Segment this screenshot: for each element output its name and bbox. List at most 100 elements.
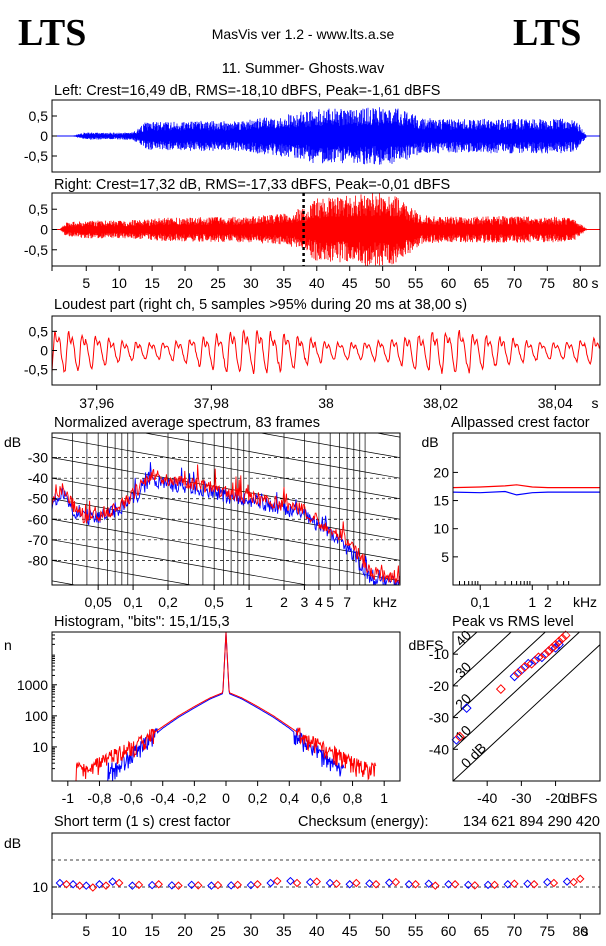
peakrms-point xyxy=(554,636,564,647)
shortcrest-point xyxy=(384,878,394,887)
y-tick-label: 1000 xyxy=(17,677,48,693)
spectrum-slope xyxy=(52,314,400,376)
shortcrest-point xyxy=(391,877,401,887)
y-tick-label: -60 xyxy=(28,511,48,527)
x-tick-label: 0,1 xyxy=(123,594,143,610)
peakrms-point xyxy=(543,646,554,656)
x-tick-label: 40 xyxy=(309,275,325,291)
y-tick-label: -10 xyxy=(429,646,449,662)
y-tick-label: 0 xyxy=(40,128,48,144)
x-tick-label: 20 xyxy=(177,275,193,291)
peakrms-diagonal xyxy=(453,632,546,718)
shortcrest-point xyxy=(193,881,203,890)
x-tick-label: 37,96 xyxy=(79,395,114,411)
left_waveform-series xyxy=(52,107,600,165)
y-tick-label: 0,5 xyxy=(29,108,49,124)
shortcrest-point xyxy=(134,880,144,890)
shortcrest-point xyxy=(450,880,460,889)
x-tick-label: 20 xyxy=(177,923,193,939)
shortcrest-point xyxy=(187,880,196,890)
x-tick-label: 5 xyxy=(82,275,90,291)
y-tick-label: -20 xyxy=(429,678,449,694)
y-tick-label: -40 xyxy=(429,741,449,757)
peakrms-point xyxy=(533,652,544,663)
crest-frame xyxy=(452,432,601,586)
x-tick-label: 5 xyxy=(326,594,334,610)
x-tick-label: 25 xyxy=(210,275,226,291)
spectrum-slope xyxy=(52,643,400,705)
x-tick-label: 5 xyxy=(82,923,90,939)
spectrum-slope xyxy=(52,477,400,541)
y-tick-label: -70 xyxy=(28,532,48,548)
shortcrest-point xyxy=(365,879,374,888)
shortcrest-point xyxy=(128,881,137,890)
y-tick-label: 0,5 xyxy=(29,323,49,339)
peakrms-point xyxy=(550,639,561,650)
x-tick-label: 45 xyxy=(342,275,358,291)
x-tick-label: 1 xyxy=(380,790,388,806)
peakrms-point xyxy=(550,642,561,653)
shortcrest-point xyxy=(95,880,104,889)
shortcrest-point xyxy=(503,880,513,889)
spectrum-series-right xyxy=(52,464,400,584)
y-tick-label: 10 xyxy=(433,521,449,537)
histogram-series-left xyxy=(107,632,345,781)
peakrms-point xyxy=(560,630,571,641)
y-tick-label: -80 xyxy=(28,552,48,568)
shortcrest-point xyxy=(404,880,414,889)
spectrum-slope xyxy=(52,684,400,746)
spectrum-slope xyxy=(258,433,400,458)
shortcrest-point xyxy=(332,879,341,889)
loudest-title: Loudest part (right ch, 5 samples >95% d… xyxy=(54,297,467,313)
y-tick-label: 20 xyxy=(433,464,449,480)
shortcrest-point xyxy=(444,880,453,889)
shortcrest-y-label: dB xyxy=(4,835,21,851)
spectrum-slope xyxy=(52,663,400,725)
crest-x-unit: kHz xyxy=(573,594,597,610)
y-tick-label: -40 xyxy=(28,470,48,486)
peakrms-frame xyxy=(452,631,601,782)
y-tick-label: -30 xyxy=(28,450,48,466)
x-tick-label: 30 xyxy=(243,275,259,291)
x-tick-label: 4 xyxy=(315,594,323,610)
shortcrest-point xyxy=(569,877,578,887)
shortcrest-point xyxy=(470,881,480,890)
peakrms-diagonal xyxy=(453,632,512,687)
charts-layer: Left: Crest=16,49 dB, RMS=-18,10 dBFS, P… xyxy=(4,83,601,939)
y-tick-label: 0,5 xyxy=(29,201,49,217)
x-tick-label: 55 xyxy=(408,923,424,939)
y-tick-label: -0,5 xyxy=(24,362,48,378)
x-tick-label: 60 xyxy=(441,923,457,939)
x-tick-label: 55 xyxy=(408,275,424,291)
x-tick-label: -30 xyxy=(511,790,531,806)
shortcrest-point xyxy=(483,880,493,890)
x-tick-label: 0,5 xyxy=(204,594,224,610)
crest-series-right xyxy=(452,484,600,489)
y-tick-label: -0,5 xyxy=(24,242,48,258)
shortcrest-point xyxy=(273,876,282,886)
checksum-label: Checksum (energy): xyxy=(298,814,429,830)
x-tick-label: 60 xyxy=(441,275,457,291)
x-tick-label: 10 xyxy=(111,275,127,291)
shortcrest-point xyxy=(464,880,473,890)
shortcrest-point xyxy=(108,877,117,886)
x-tick-label: 80 xyxy=(572,275,588,291)
x-tick-label: 70 xyxy=(507,923,523,939)
shortcrest-point xyxy=(226,881,236,890)
shortcrest-point xyxy=(75,881,84,890)
x-tick-label: 0,2 xyxy=(248,790,268,806)
x-tick-label: 0,2 xyxy=(158,594,178,610)
peakrms-title: Peak vs RMS level xyxy=(452,614,574,630)
shortcrest-x-unit: s xyxy=(582,923,589,939)
x-tick-label: 7 xyxy=(343,594,351,610)
right_waveform-title: Right: Crest=17,32 dB, RMS=-17,33 dBFS, … xyxy=(54,177,450,193)
shortcrest-point xyxy=(167,881,177,890)
peakrms-point xyxy=(523,658,534,669)
shortcrest-point xyxy=(529,880,539,889)
shortcrest-point xyxy=(62,880,71,889)
y-tick-label: 100 xyxy=(25,708,49,724)
x-tick-label: 25 xyxy=(210,923,226,939)
left_waveform-title: Left: Crest=16,49 dB, RMS=-18,10 dBFS, P… xyxy=(54,83,440,99)
x-tick-label: 70 xyxy=(507,275,523,291)
peakrms-point xyxy=(530,655,540,666)
